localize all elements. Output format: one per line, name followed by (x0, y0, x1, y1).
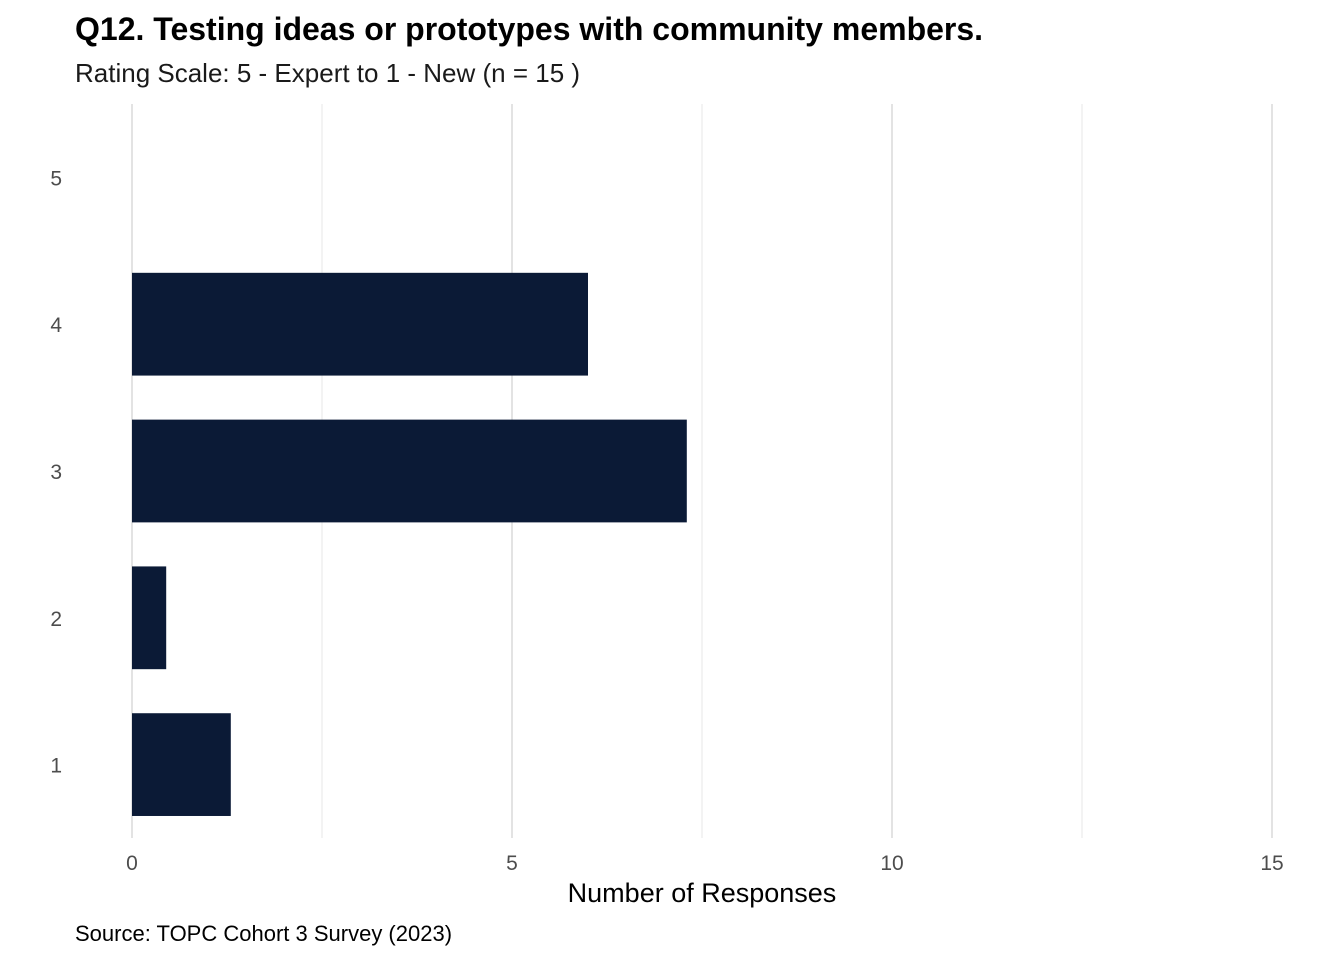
x-tick-label: 15 (1260, 852, 1283, 875)
bars (132, 272, 687, 816)
x-tick-label: 5 (506, 852, 518, 875)
x-tick-label: 10 (880, 852, 903, 875)
y-tick-label: 5 (50, 167, 62, 190)
y-tick-label: 2 (50, 608, 62, 631)
bar-rating-4 (132, 272, 588, 376)
x-axis-ticks: 0 5 10 15 (126, 852, 1284, 875)
bar-rating-3 (132, 419, 687, 523)
y-tick-label: 3 (50, 461, 62, 484)
chart-caption: Source: TOPC Cohort 3 Survey (2023) (75, 921, 452, 946)
x-tick-label: 0 (126, 852, 138, 875)
bar-rating-1 (132, 713, 231, 816)
y-tick-label: 1 (50, 755, 62, 778)
chart-subtitle: Rating Scale: 5 - Expert to 1 - New (n =… (75, 58, 580, 88)
x-axis-title: Number of Responses (568, 878, 837, 908)
y-axis-ticks: 1 2 3 4 5 (50, 167, 62, 777)
y-tick-label: 4 (50, 314, 62, 337)
chart-title: Q12. Testing ideas or prototypes with co… (75, 11, 983, 47)
bar-rating-2 (132, 566, 167, 670)
